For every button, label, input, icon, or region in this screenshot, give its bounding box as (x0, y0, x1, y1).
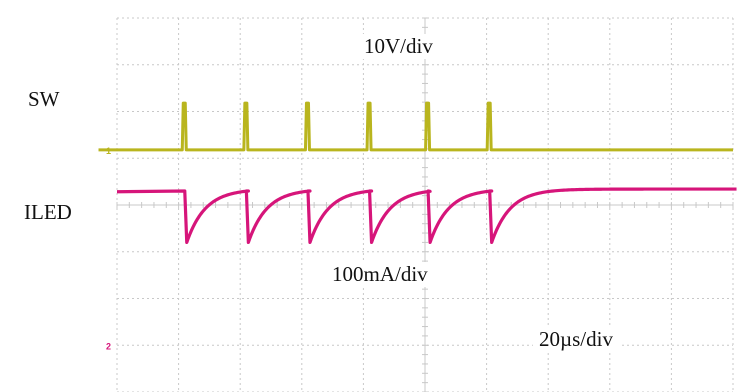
iled-scale-annotation: 100mA/div (326, 262, 434, 287)
iled-trace (116, 187, 737, 244)
sw-channel-label: SW (28, 87, 60, 111)
channel-2-marker: 2 (106, 341, 111, 351)
scope-traces (98, 101, 737, 244)
sw-scale-annotation: 10V/div (358, 34, 439, 59)
time-scale-annotation: 20µs/div (533, 327, 619, 352)
channel-1-marker: 1 (106, 146, 111, 156)
channel-markers: 12 (106, 146, 111, 351)
sw-trace (98, 101, 733, 152)
iled-channel-label: ILED (24, 200, 72, 224)
